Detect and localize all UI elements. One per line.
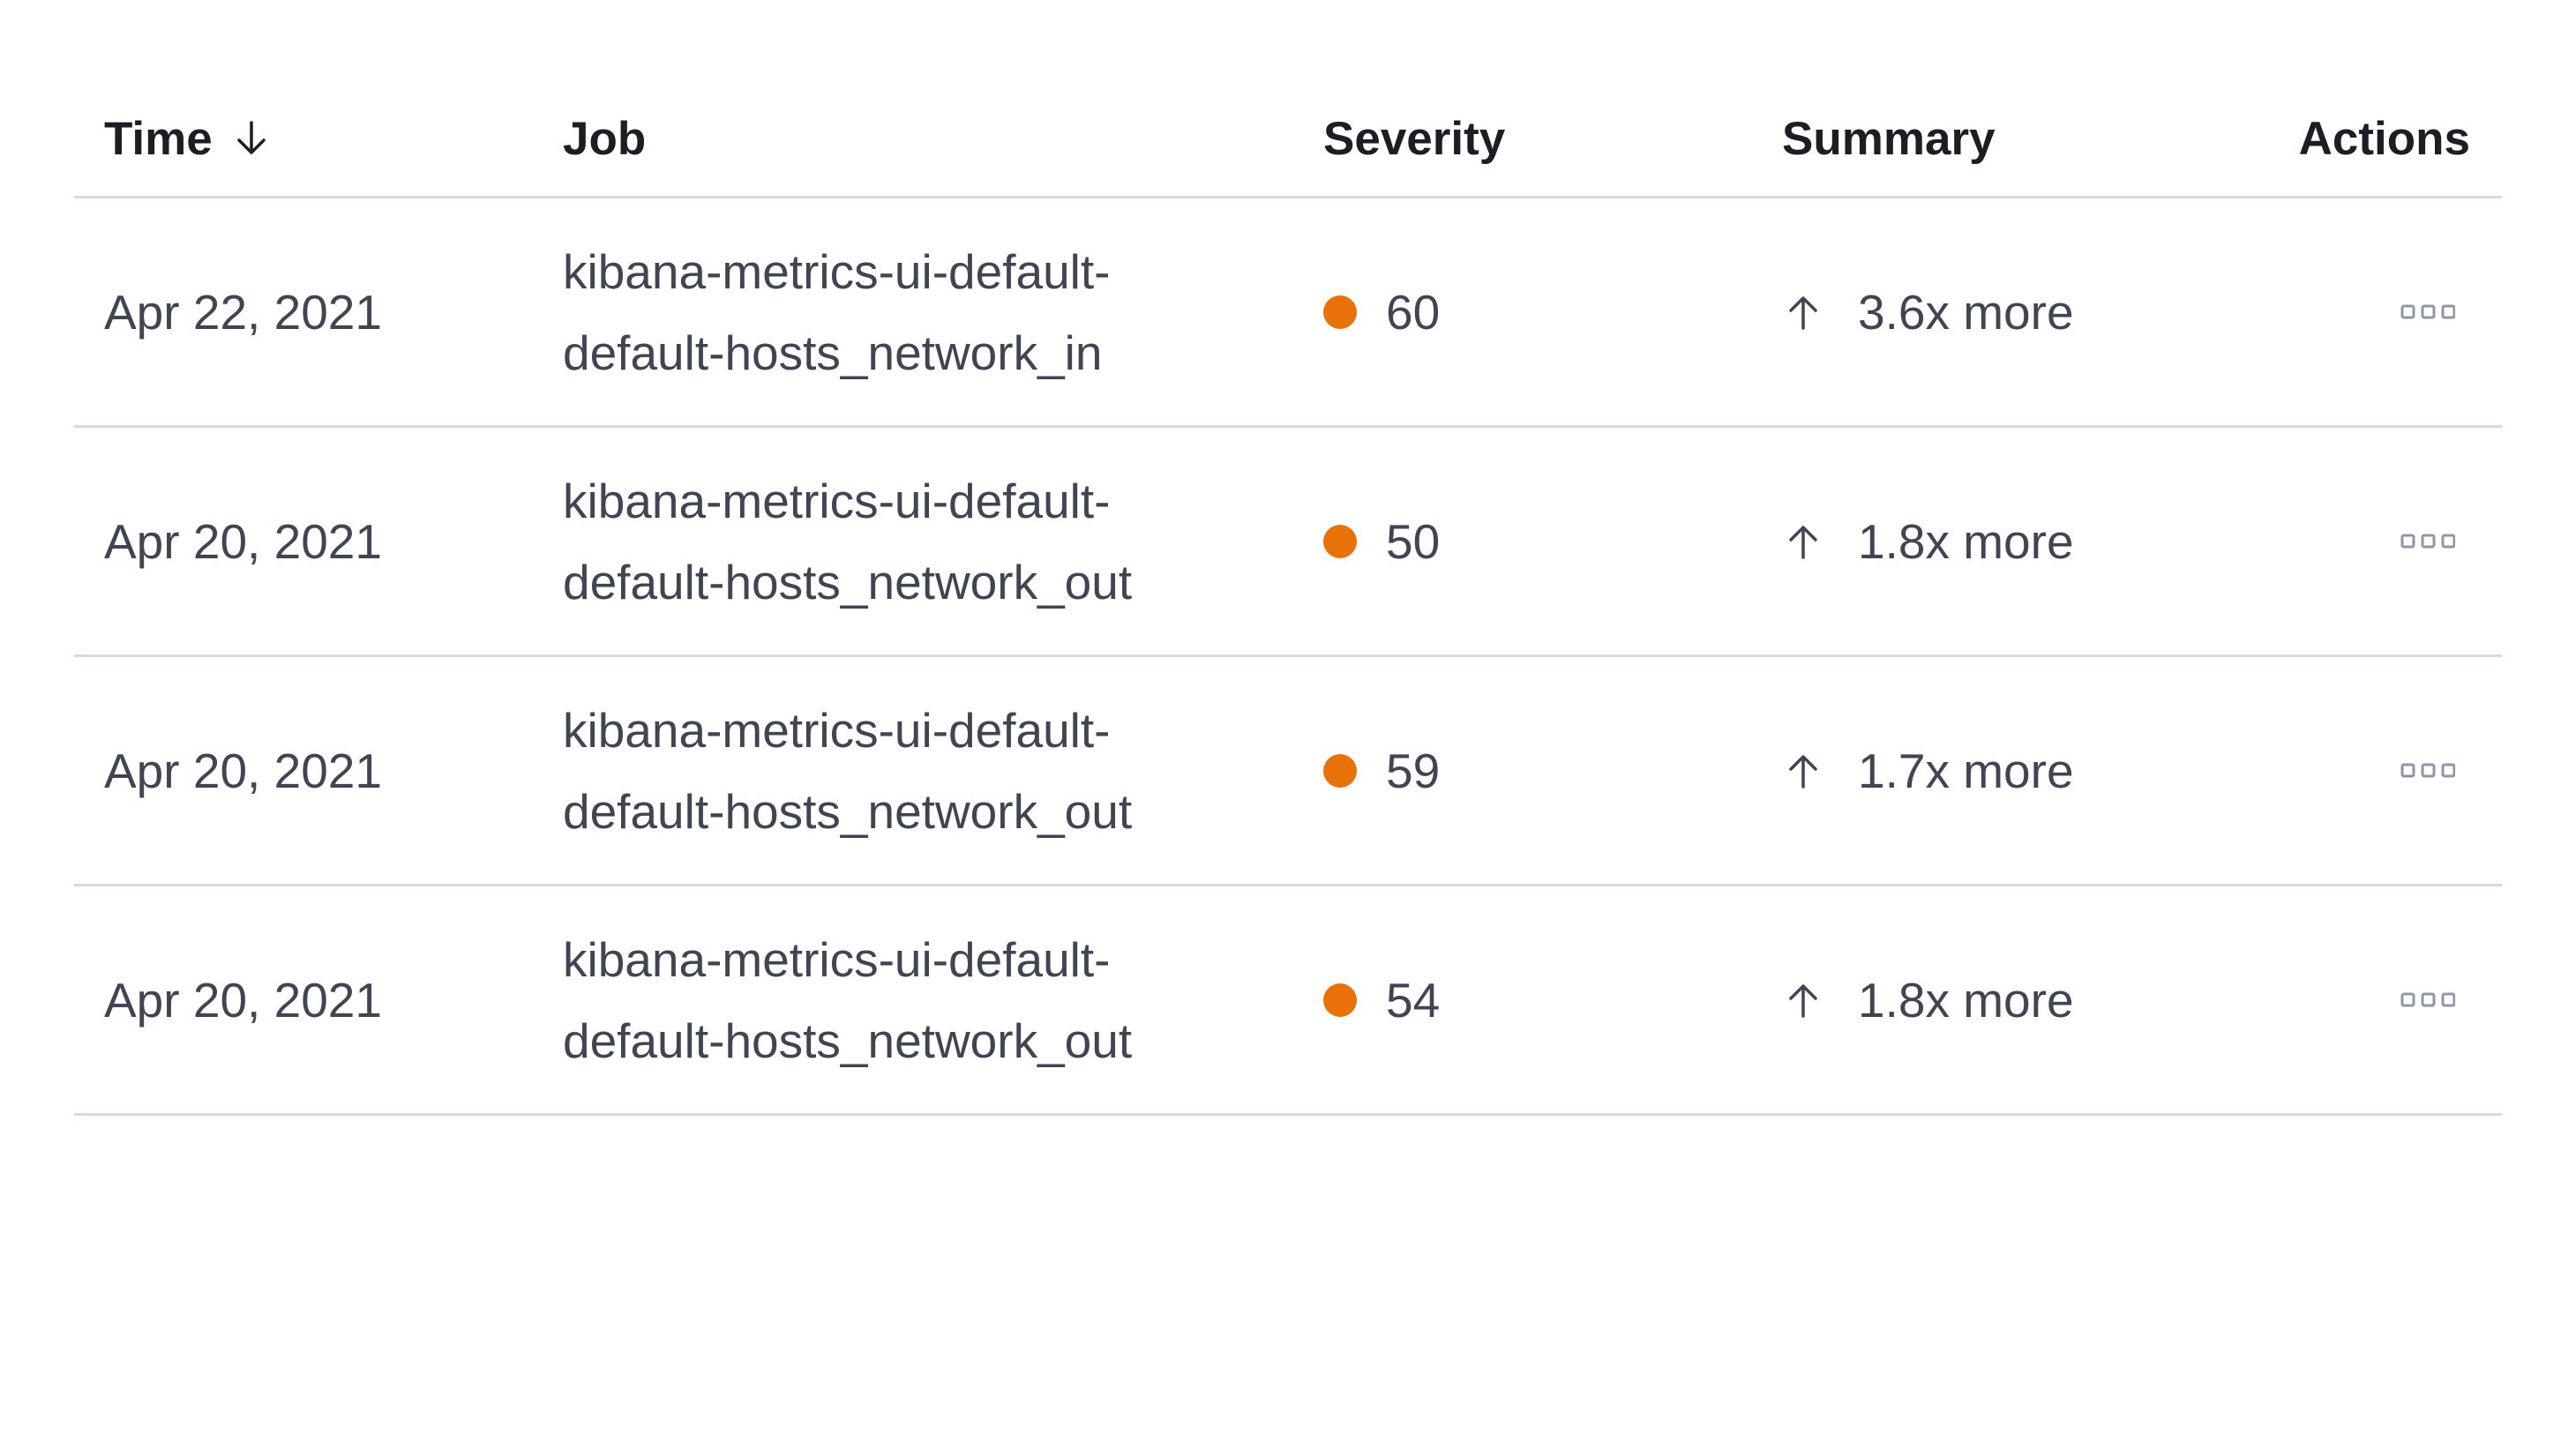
row-actions-button[interactable] (2400, 763, 2455, 778)
actions-cell (2175, 428, 2502, 654)
time-value: Apr 20, 2021 (104, 513, 382, 569)
arrow-up-icon (1782, 291, 1824, 333)
job-name-line: default-hosts_network_in (563, 325, 1103, 380)
summary-text: 3.6x more (1858, 284, 2074, 340)
time-value: Apr 20, 2021 (104, 972, 382, 1028)
column-header-job-label: Job (563, 112, 647, 165)
job-name: kibana-metrics-ui-default- default-hosts… (563, 919, 1132, 1081)
column-header-actions-label: Actions (2298, 112, 2470, 165)
boxes-horizontal-icon (2400, 763, 2455, 778)
table-row: Apr 20, 2021 kibana-metrics-ui-default- … (74, 428, 2502, 657)
arrow-up-icon (1782, 520, 1824, 563)
job-name-line: default-hosts_network_out (563, 554, 1133, 609)
severity-dot (1323, 753, 1357, 788)
severity-score: 54 (1386, 972, 1441, 1028)
severity-score: 60 (1386, 284, 1441, 340)
arrow-up-icon (1782, 750, 1824, 792)
column-header-severity: Severity (1293, 81, 1752, 196)
row-actions-button[interactable] (2400, 304, 2455, 319)
severity-cell: 59 (1293, 657, 1752, 884)
summary-text: 1.8x more (1858, 972, 2074, 1028)
job-name-line: kibana-metrics-ui-default- (563, 243, 1111, 299)
column-header-severity-label: Severity (1323, 112, 1506, 165)
time-value: Apr 22, 2021 (104, 284, 382, 340)
job-cell: kibana-metrics-ui-default- default-hosts… (533, 657, 1293, 884)
table-header-row: Time Job Severity Summary Actions (74, 81, 2502, 198)
row-actions-button[interactable] (2400, 992, 2455, 1007)
actions-cell (2175, 886, 2502, 1113)
severity-cell: 50 (1293, 428, 1752, 654)
summary-cell: 1.8x more (1752, 886, 2175, 1113)
job-name: kibana-metrics-ui-default- default-hosts… (563, 690, 1132, 852)
summary-cell: 3.6x more (1752, 198, 2175, 425)
boxes-horizontal-icon (2400, 534, 2455, 549)
sort-descending-icon (230, 117, 273, 160)
severity-dot (1323, 524, 1357, 558)
time-cell: Apr 20, 2021 (74, 428, 533, 654)
severity-dot (1323, 295, 1357, 329)
job-name-line: default-hosts_network_out (563, 1013, 1133, 1068)
job-name-line: default-hosts_network_out (563, 783, 1133, 839)
job-name-line: kibana-metrics-ui-default- (563, 931, 1111, 987)
table-row: Apr 20, 2021 kibana-metrics-ui-default- … (74, 886, 2502, 1116)
severity-cell: 60 (1293, 198, 1752, 425)
job-cell: kibana-metrics-ui-default- default-hosts… (533, 428, 1293, 654)
summary-text: 1.8x more (1858, 513, 2074, 569)
severity-score: 59 (1386, 743, 1441, 798)
job-name-line: kibana-metrics-ui-default- (563, 702, 1111, 758)
job-cell: kibana-metrics-ui-default- default-hosts… (533, 886, 1293, 1113)
row-actions-button[interactable] (2400, 534, 2455, 549)
column-header-actions: Actions (2175, 81, 2502, 196)
actions-cell (2175, 198, 2502, 425)
table-row: Apr 20, 2021 kibana-metrics-ui-default- … (74, 657, 2502, 886)
job-name: kibana-metrics-ui-default- default-hosts… (563, 231, 1111, 393)
column-header-summary-label: Summary (1782, 112, 1996, 165)
column-header-job: Job (533, 81, 1293, 196)
job-cell: kibana-metrics-ui-default- default-hosts… (533, 198, 1293, 425)
severity-score: 50 (1386, 513, 1441, 569)
severity-dot (1323, 983, 1357, 1017)
time-cell: Apr 20, 2021 (74, 657, 533, 884)
arrow-up-icon (1782, 979, 1824, 1021)
summary-cell: 1.7x more (1752, 657, 2175, 884)
actions-cell (2175, 657, 2502, 884)
boxes-horizontal-icon (2400, 992, 2455, 1007)
severity-cell: 54 (1293, 886, 1752, 1113)
time-cell: Apr 20, 2021 (74, 886, 533, 1113)
summary-text: 1.7x more (1858, 743, 2074, 798)
job-name-line: kibana-metrics-ui-default- (563, 473, 1111, 528)
column-header-time-label: Time (104, 112, 213, 165)
column-header-time[interactable]: Time (74, 81, 533, 196)
boxes-horizontal-icon (2400, 304, 2455, 319)
time-cell: Apr 22, 2021 (74, 198, 533, 425)
job-name: kibana-metrics-ui-default- default-hosts… (563, 460, 1132, 623)
column-header-summary: Summary (1752, 81, 2175, 196)
time-value: Apr 20, 2021 (104, 743, 382, 798)
anomalies-table: Time Job Severity Summary Actions Apr 22… (74, 81, 2502, 1116)
table-row: Apr 22, 2021 kibana-metrics-ui-default- … (74, 198, 2502, 428)
summary-cell: 1.8x more (1752, 428, 2175, 654)
